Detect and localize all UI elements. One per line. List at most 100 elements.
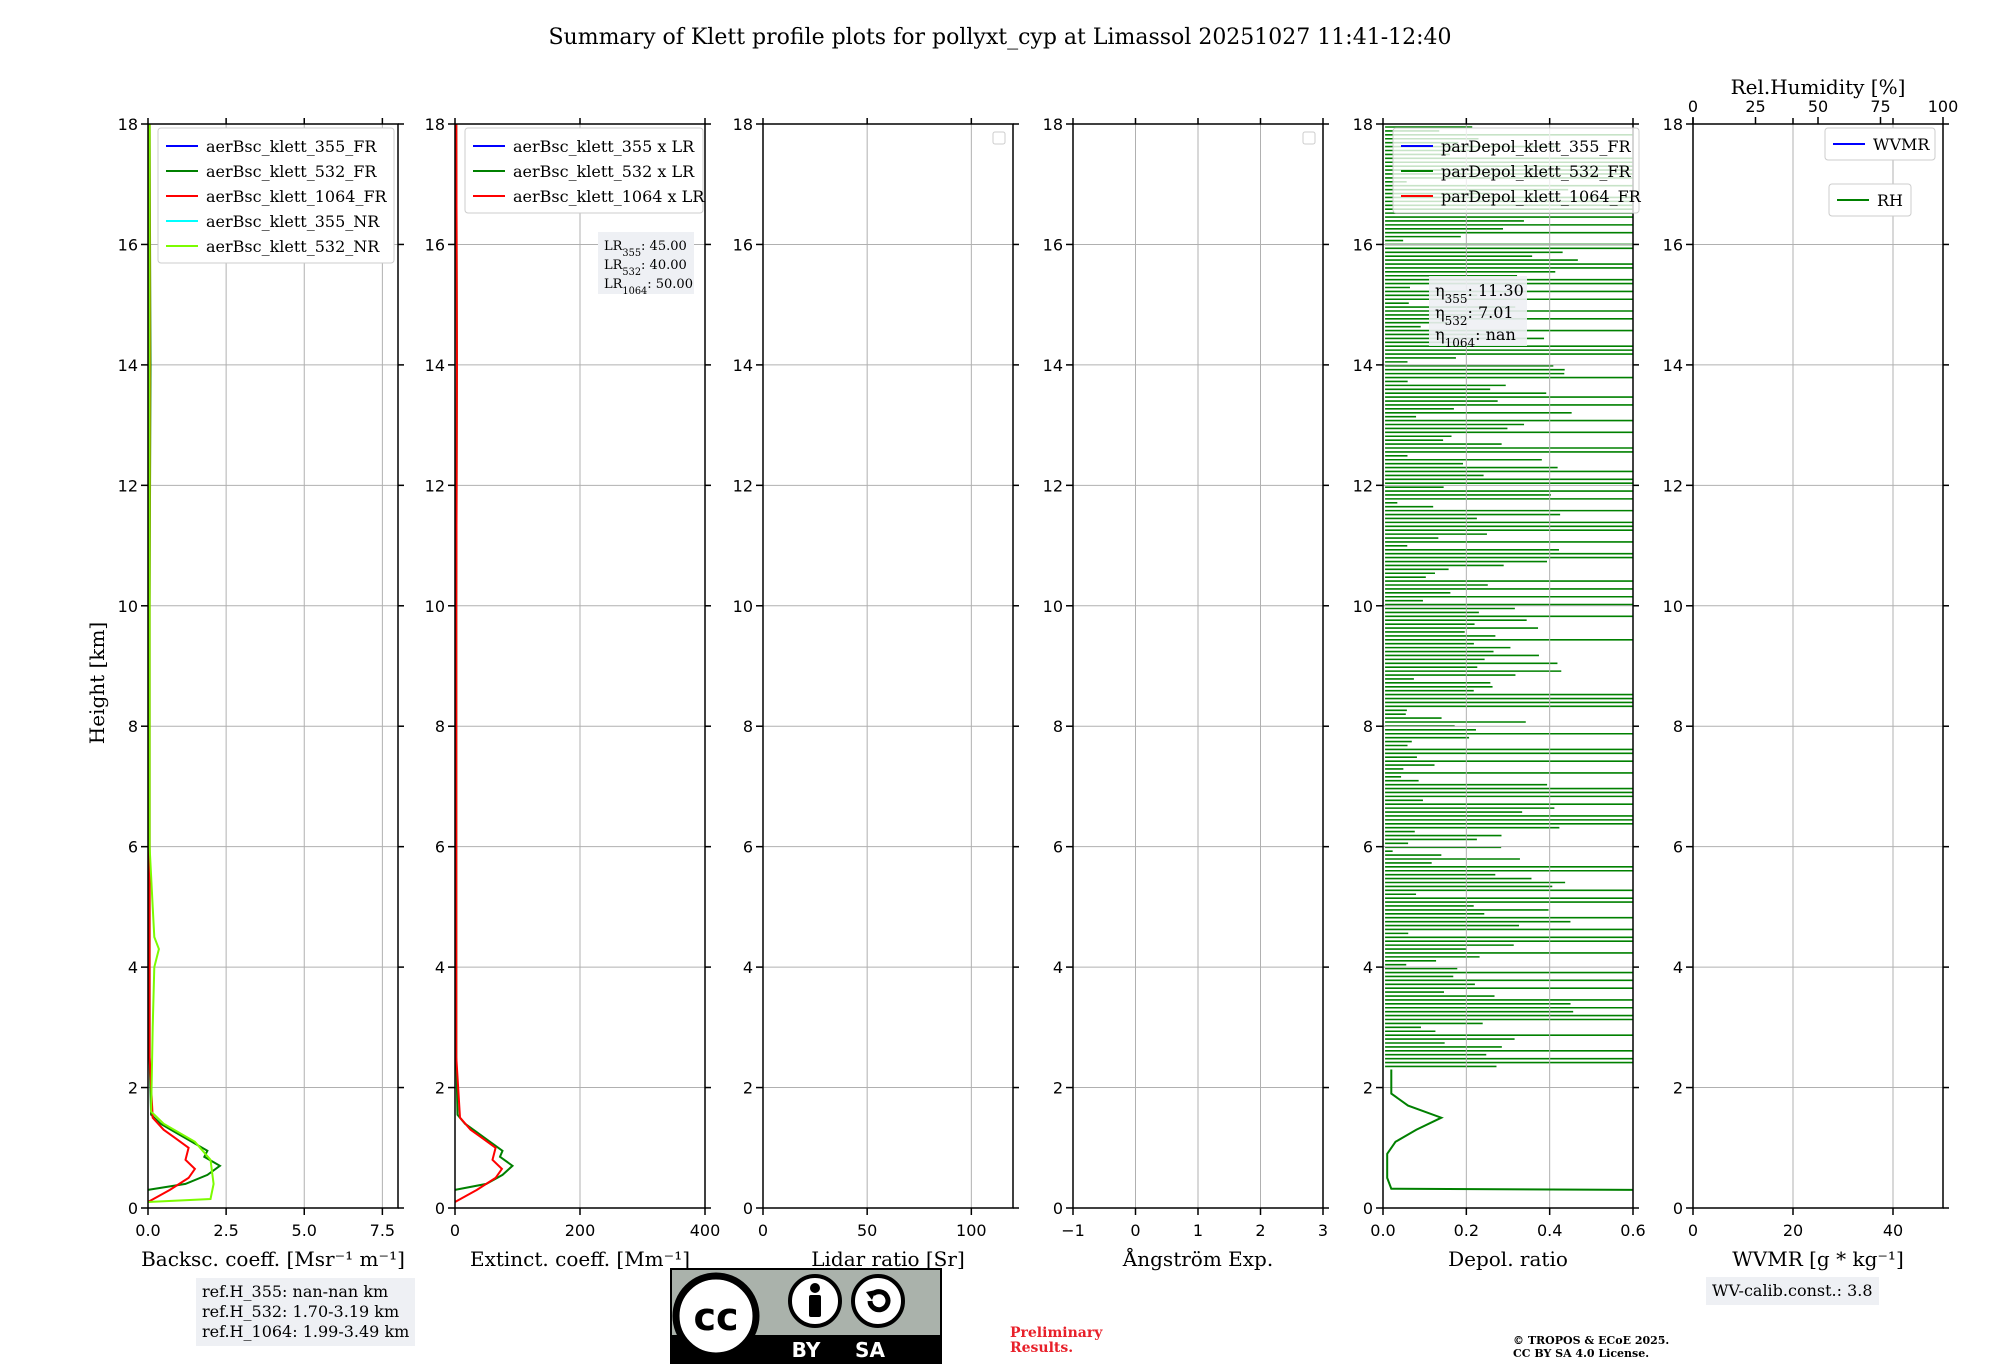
legend-frame	[1392, 127, 1640, 214]
x-axis-label-wvmr: WVMR [g * kg⁻¹]	[1732, 1247, 1904, 1271]
legend-label: aerBsc_klett_1064_FR	[206, 187, 388, 206]
legend-backscatter: aerBsc_klett_355_FR aerBsc_klett_532_FRae…	[157, 127, 395, 264]
copyright-note: © TROPOS & ECoE 2025. CC BY SA 4.0 Licen…	[1513, 1334, 1669, 1360]
legend-label: aerBsc_klett_355 x LR	[513, 137, 695, 156]
y-tick-label: 14	[733, 356, 753, 375]
eta-info-line: η1064: nan	[1435, 325, 1516, 350]
legend-label: aerBsc_klett_355_FR	[206, 137, 377, 156]
x-axis-label-angstrom: Ångström Exp.	[1122, 1246, 1273, 1271]
y-tick-label: 2	[1053, 1079, 1063, 1098]
lr-info-line: LR532: 40.00	[604, 258, 687, 278]
y-tick-label: 14	[118, 356, 138, 375]
y-tick-label: 6	[128, 838, 138, 857]
preliminary-line-2: Results.	[1010, 1340, 1074, 1356]
series-aerBsc_klett_532_FR	[147, 123, 222, 1191]
eta-info-box	[1429, 276, 1527, 346]
y-tick-label: 6	[1053, 838, 1063, 857]
eta-info-line: η532: 7.01	[1435, 303, 1514, 328]
x-tick-label: 40	[1883, 1221, 1903, 1240]
x-tick-label: 100	[956, 1221, 987, 1240]
x-tick-label: 5.0	[292, 1221, 317, 1240]
x-tick-label: 20	[1783, 1221, 1803, 1240]
x-tick-label: 0	[1688, 1221, 1698, 1240]
legend-label: parDepol_klett_355_FR	[1441, 137, 1632, 156]
y-tick-label: 6	[435, 838, 445, 857]
y-tick-label: 6	[743, 838, 753, 857]
series-aerBsc_klett_532 x LR	[454, 123, 515, 1191]
y-tick-label: 2	[435, 1079, 445, 1098]
series-aerBsc_klett_1064_FR	[147, 123, 197, 1203]
legend-label: WVMR	[1873, 135, 1930, 154]
grid-backscatter	[147, 123, 398, 1209]
y-tick-label: 4	[128, 958, 138, 977]
x-tick-label: 0	[758, 1221, 768, 1240]
y-tick-label: 12	[1043, 476, 1063, 495]
panel-backscatter: 0.0 2.5 5.0 7.5 0 2 4 6 8 10 12 14 16 18 Backsc. coeff…	[118, 115, 405, 1271]
top-x-tick-label: 25	[1745, 97, 1765, 116]
empty-legend-box	[1302, 131, 1316, 145]
ref-heights-box: ref.H_355: nan-nan km ref.H_532: 1.70-3.…	[196, 1278, 416, 1346]
y-tick-label: 12	[425, 476, 445, 495]
series-parDepol_klett_532_FR	[1386, 1069, 1634, 1191]
y-tick-label: 4	[1363, 958, 1373, 977]
copyright-line-1: © TROPOS & ECoE 2025.	[1513, 1334, 1670, 1347]
legend-frame	[157, 127, 395, 264]
y-tick-label: 10	[733, 597, 753, 616]
y-tick-label: 0	[743, 1199, 753, 1218]
y-tick-label: 10	[425, 597, 445, 616]
y-tick-label: 8	[435, 717, 445, 736]
y-tick-label: 2	[1363, 1079, 1373, 1098]
y-tick-label: 4	[1673, 958, 1683, 977]
y-tick-label: 14	[1353, 356, 1373, 375]
y-tick-label: 10	[118, 597, 138, 616]
y-tick-label: 8	[1053, 717, 1063, 736]
x-tick-label: 0.0	[135, 1221, 160, 1240]
legend-frame	[464, 127, 704, 214]
y-tick-label: 6	[1363, 838, 1373, 857]
empty-legend-box	[992, 131, 1006, 145]
top-x-axis-label: Rel.Humidity [%]	[1731, 75, 1906, 99]
legend-depol: parDepol_klett_355_FR parDepol_klett_532_…	[1392, 127, 1642, 214]
y-tick-label: 10	[1043, 597, 1063, 616]
lr-info-line: LR355: 45.00	[604, 239, 687, 259]
y-tick-label: 0	[1673, 1199, 1683, 1218]
series-aerBsc_klett_532_NR	[147, 124, 215, 1203]
y-tick-label: 2	[128, 1079, 138, 1098]
panel-wvmr: 0 20 40 0 2 4 6 8 10 12 14 16 18 WVMR [g * kg⁻¹] 0 25 50…	[1663, 75, 1959, 1271]
legend-label: aerBsc_klett_1064 x LR	[513, 187, 705, 206]
badge-sa-text: SA	[855, 1338, 885, 1362]
x-tick-label: 400	[690, 1221, 721, 1240]
x-tick-label: 3	[1318, 1221, 1328, 1240]
lr-info-box	[598, 232, 694, 294]
y-tick-label: 18	[1043, 115, 1063, 134]
top-x-tick-label: 50	[1808, 97, 1828, 116]
y-tick-label: 18	[118, 115, 138, 134]
y-tick-label: 16	[118, 235, 138, 254]
legend-label: aerBsc_klett_532_NR	[206, 237, 380, 256]
y-tick-label: 0	[435, 1199, 445, 1218]
y-tick-label: 12	[733, 476, 753, 495]
cc-icon: cc	[672, 1272, 760, 1360]
x-tick-label: 0	[450, 1221, 460, 1240]
series-aerBsc_klett_1064 x LR	[454, 123, 504, 1203]
y-tick-label: 2	[743, 1079, 753, 1098]
y-tick-label: 18	[1353, 115, 1373, 134]
y-tick-label: 14	[1043, 356, 1063, 375]
eta-info-line: η355: 11.30	[1435, 281, 1524, 306]
y-tick-label: 16	[1663, 235, 1683, 254]
legend-label: RH	[1877, 191, 1903, 210]
grid-angstrom	[1072, 123, 1324, 1209]
ref-height-1064: ref.H_1064: 1.99-3.49 km	[202, 1322, 410, 1341]
wv-calib-text: WV-calib.const.: 3.8	[1712, 1281, 1873, 1300]
cc-license-badge: cc BY SA	[670, 1268, 942, 1364]
y-tick-label: 6	[1673, 838, 1683, 857]
axes-frame-wvmr	[1692, 123, 1944, 1209]
preliminary-results-note: Preliminary Results.	[1010, 1326, 1102, 1356]
y-tick-label: 4	[743, 958, 753, 977]
y-tick-label: 2	[1673, 1079, 1683, 1098]
y-tick-label: 0	[1363, 1199, 1373, 1218]
panel-lidar-ratio: 0 50 100 0 2 4 6 8 10 12 14 16 18 Lidar ratio [Sr]	[733, 115, 1019, 1271]
y-tick-label: 18	[1663, 115, 1683, 134]
y-tick-label: 0	[128, 1199, 138, 1218]
